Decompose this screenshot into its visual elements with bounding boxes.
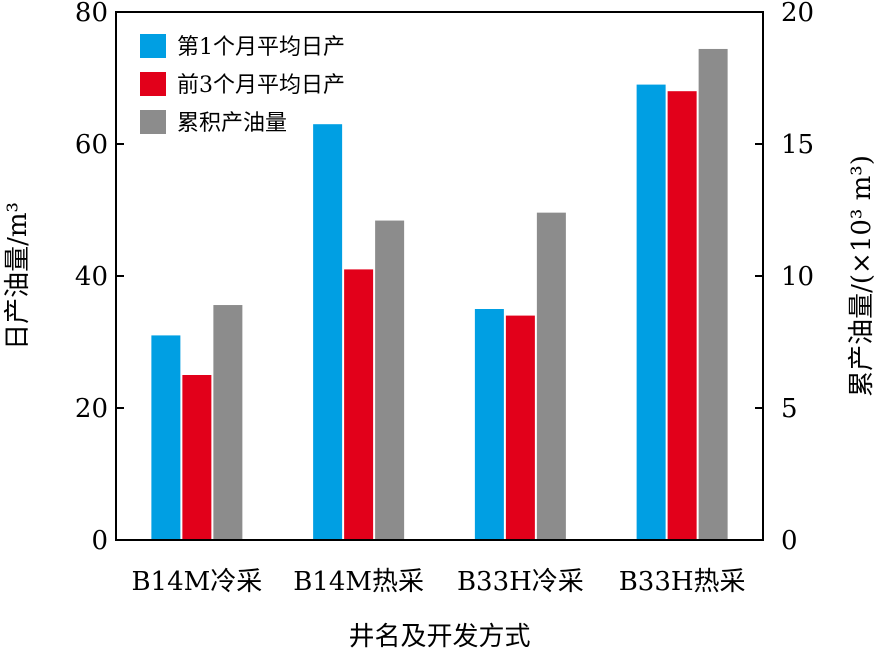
y-right-tick-label: 20	[781, 0, 814, 28]
x-tick-label: B33H热采	[619, 567, 746, 597]
y-axis-right-label: 累产油量/(×10³ m³)	[847, 155, 877, 397]
bar	[474, 309, 504, 540]
bar	[213, 305, 243, 540]
legend-swatch	[140, 110, 166, 134]
bar	[698, 48, 728, 541]
y-left-tick-label: 80	[75, 0, 108, 28]
legend-label: 前3个月平均日产	[177, 73, 345, 98]
axis-ticks: 0 0 20 5 40 10 60 15 80 20 B14M冷采 B14M热采 B33H冷采 B33H热…	[75, 0, 814, 597]
x-tick-label: B33H冷采	[457, 567, 584, 597]
x-tick-label: B14M热采	[293, 567, 424, 597]
legend-swatch	[140, 34, 166, 58]
y-right-tick-label: 0	[781, 526, 798, 556]
bar	[505, 315, 535, 540]
y-right-tick-label: 5	[781, 394, 798, 424]
bar	[344, 269, 374, 540]
y-left-tick-label: 60	[75, 130, 108, 160]
bar	[636, 84, 666, 540]
y-left-tick-label: 40	[75, 262, 108, 292]
bar	[536, 212, 566, 540]
bar	[667, 91, 697, 540]
x-axis-label: 井名及开发方式	[348, 622, 530, 652]
y-right-tick-label: 15	[781, 130, 814, 160]
bar	[151, 335, 181, 540]
y-right-tick-label: 10	[781, 262, 814, 292]
bars-layer	[151, 48, 728, 541]
y-left-tick-label: 20	[75, 394, 108, 424]
y-left-tick-label: 0	[91, 526, 108, 556]
legend-swatch	[140, 72, 166, 96]
x-tick-label: B14M冷采	[131, 567, 262, 597]
bar	[182, 375, 212, 540]
bar	[375, 220, 405, 540]
bar	[313, 124, 343, 540]
legend-label: 第1个月平均日产	[177, 35, 345, 60]
y-axis-left-label: 日产油量/m³	[3, 202, 33, 350]
legend-label: 累积产油量	[177, 111, 287, 136]
